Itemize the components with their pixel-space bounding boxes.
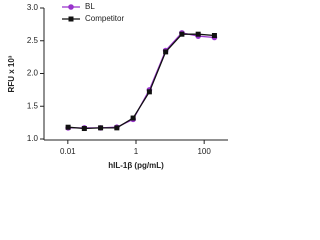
point (163, 49, 169, 55)
y-tick-label: 3.0 (27, 3, 39, 12)
legend-label: Competitor (85, 14, 124, 23)
legend-label: BL (85, 2, 95, 11)
legend-marker (68, 4, 74, 10)
x-axis-label: hIL-1β (pg/mL) (108, 161, 164, 170)
point (195, 31, 201, 37)
y-tick-label: 2.5 (27, 36, 39, 45)
x-tick-label: 100 (197, 147, 211, 156)
series-line (68, 33, 215, 130)
point (211, 33, 217, 39)
x-tick-label: 1 (134, 147, 139, 156)
y-tick-label: 1.5 (27, 101, 39, 110)
legend-marker (68, 16, 74, 22)
point (179, 31, 185, 37)
y-axis-label: RFU x 10³ (7, 55, 16, 92)
series-line (68, 32, 215, 129)
x-tick-label: 0.01 (60, 147, 76, 156)
chart: hIL-1β (pg/mL) RFU x 10³ 1.0 1.5 2.0 2.5 3.0… (7, 2, 228, 170)
point (65, 124, 71, 130)
y-tick-label: 2.0 (27, 69, 39, 78)
y-tick-label: 1.0 (27, 134, 39, 143)
point (146, 89, 152, 95)
point (130, 115, 136, 121)
point (98, 125, 104, 131)
point (81, 126, 87, 132)
point (114, 125, 120, 131)
